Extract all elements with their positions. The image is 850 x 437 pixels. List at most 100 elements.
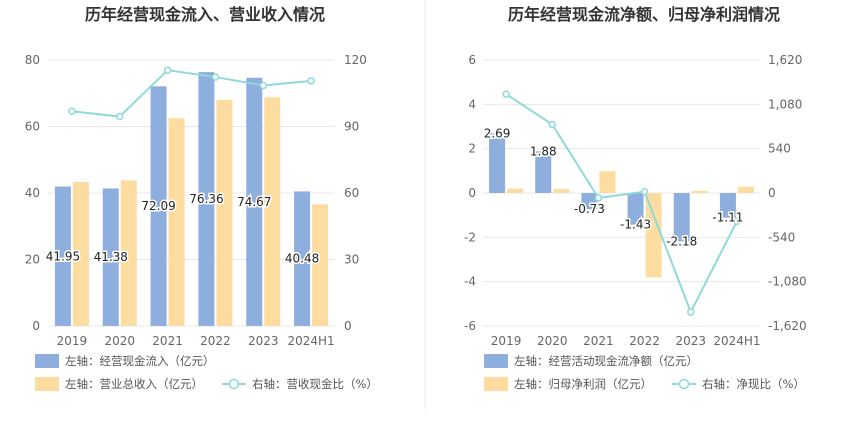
line-point	[640, 188, 649, 196]
category-tick-label: 2020	[537, 334, 568, 348]
bar	[54, 186, 71, 326]
right-axis-tick-label: -1,080	[768, 275, 807, 289]
bar-data-label: -2.18	[666, 234, 697, 248]
left-axis-tick-label: 0	[32, 319, 40, 333]
left-axis-tick-label: 6	[468, 53, 476, 67]
line-point	[259, 81, 267, 90]
bar	[216, 99, 233, 327]
bar	[72, 182, 89, 326]
bar	[198, 72, 215, 326]
legend-label[interactable]: 左轴：归母净利润（亿元）	[514, 377, 652, 391]
category-tick-label: 2024H1	[287, 334, 334, 348]
legend-label[interactable]: 左轴：营业总收入（亿元）	[65, 377, 203, 391]
left-axis-tick-label: -2	[464, 230, 476, 244]
category-tick-label: 2023	[248, 334, 279, 348]
category-tick-label: 2022	[200, 334, 231, 348]
chart-title: 历年经营现金流净额、归母净利润情况	[508, 5, 780, 24]
bar-data-label: 74.67	[237, 195, 271, 209]
left-axis-tick-label: 20	[25, 253, 40, 267]
left-axis-tick-label: 60	[25, 120, 40, 134]
bar	[581, 193, 598, 210]
line-point	[502, 90, 510, 98]
bar	[264, 97, 281, 327]
bar	[719, 193, 736, 218]
legend-swatch	[484, 354, 508, 368]
right-axis-tick-label: -540	[768, 230, 795, 244]
bar-data-label: 76.36	[189, 192, 223, 206]
left-axis-tick-label: 0	[468, 186, 476, 200]
bar	[489, 133, 506, 193]
category-tick-label: 2023	[675, 334, 706, 348]
bar	[691, 190, 708, 193]
line-point	[733, 217, 741, 226]
right-axis-tick-label: 0	[768, 186, 776, 200]
legend-label[interactable]: 右轴：净现比（%）	[702, 377, 805, 391]
legend-label[interactable]: 右轴：营收现金比（%）	[252, 377, 378, 391]
right-axis-tick-label: 30	[344, 253, 359, 267]
line-point	[548, 120, 556, 129]
right-axis-tick-label: 540	[768, 142, 791, 156]
bar	[168, 118, 185, 326]
chart-right: 历年经营现金流净额、归母净利润情况 -6 -1,620 -4 -1,080 -2 -540 0…	[464, 5, 807, 391]
category-tick-label: 2020	[104, 334, 135, 348]
bar	[120, 180, 137, 326]
line-point	[211, 73, 220, 81]
bar	[553, 189, 570, 193]
right-axis-tick-label: 1,620	[768, 53, 802, 67]
bar-data-label: -0.73	[574, 202, 605, 216]
category-tick-label: 2024H1	[713, 334, 760, 348]
line-point	[307, 77, 315, 85]
right-axis-tick-label: 1,080	[768, 97, 802, 111]
category-tick-label: 2019	[57, 334, 88, 348]
left-axis-tick-label: 4	[468, 97, 476, 111]
left-axis-tick-label: -4	[464, 275, 476, 289]
line-point	[163, 66, 172, 74]
bar	[535, 151, 552, 193]
left-axis-tick-label: -6	[464, 319, 476, 333]
line-point	[68, 107, 76, 115]
line-point	[116, 112, 124, 121]
right-axis-tick-label: 120	[344, 53, 367, 67]
bar	[599, 171, 616, 193]
chart-left: 历年经营现金流入、营业收入情况 0 0 20 30 40 60 60 90 80 120 2019 20…	[25, 5, 378, 391]
bar	[627, 193, 644, 225]
bar	[246, 77, 263, 326]
legend-swatch-point	[228, 378, 240, 390]
series-line	[71, 69, 312, 118]
bar-data-label: -1.43	[620, 218, 651, 232]
bar	[312, 204, 329, 326]
legend-label[interactable]: 左轴：经营现金流入（亿元）	[65, 354, 215, 368]
chart-title: 历年经营现金流入、营业收入情况	[85, 5, 325, 24]
bar-data-label: 1.88	[530, 144, 557, 158]
line-point	[594, 194, 603, 202]
category-tick-label: 2022	[629, 334, 660, 348]
bar-data-label: 72.09	[141, 199, 175, 213]
line-point	[687, 308, 695, 316]
legend-swatch-point	[678, 378, 690, 390]
bar-data-label: 40.48	[285, 252, 319, 266]
bar	[294, 191, 311, 326]
category-tick-label: 2021	[583, 334, 614, 348]
bar	[737, 186, 754, 193]
right-axis-tick-label: 60	[344, 186, 359, 200]
bar	[645, 193, 662, 278]
bar	[150, 86, 167, 326]
right-axis-tick-label: 90	[344, 120, 359, 134]
left-axis-tick-label: 40	[25, 186, 40, 200]
bar-data-label: -1.11	[712, 211, 743, 225]
legend-swatch	[484, 377, 508, 391]
category-tick-label: 2019	[491, 334, 522, 348]
legend-label[interactable]: 左轴：经营活动现金流净额（亿元）	[514, 354, 698, 368]
bar	[673, 193, 690, 242]
category-tick-label: 2021	[152, 334, 183, 348]
legend-swatch	[35, 377, 59, 391]
series-line	[505, 93, 738, 315]
left-axis-tick-label: 2	[468, 142, 476, 156]
legend-swatch	[35, 354, 59, 368]
bar	[507, 188, 524, 193]
left-axis-tick-label: 80	[25, 53, 40, 67]
bar-data-label: 2.69	[484, 126, 511, 140]
right-axis-tick-label: -1,620	[768, 319, 807, 333]
